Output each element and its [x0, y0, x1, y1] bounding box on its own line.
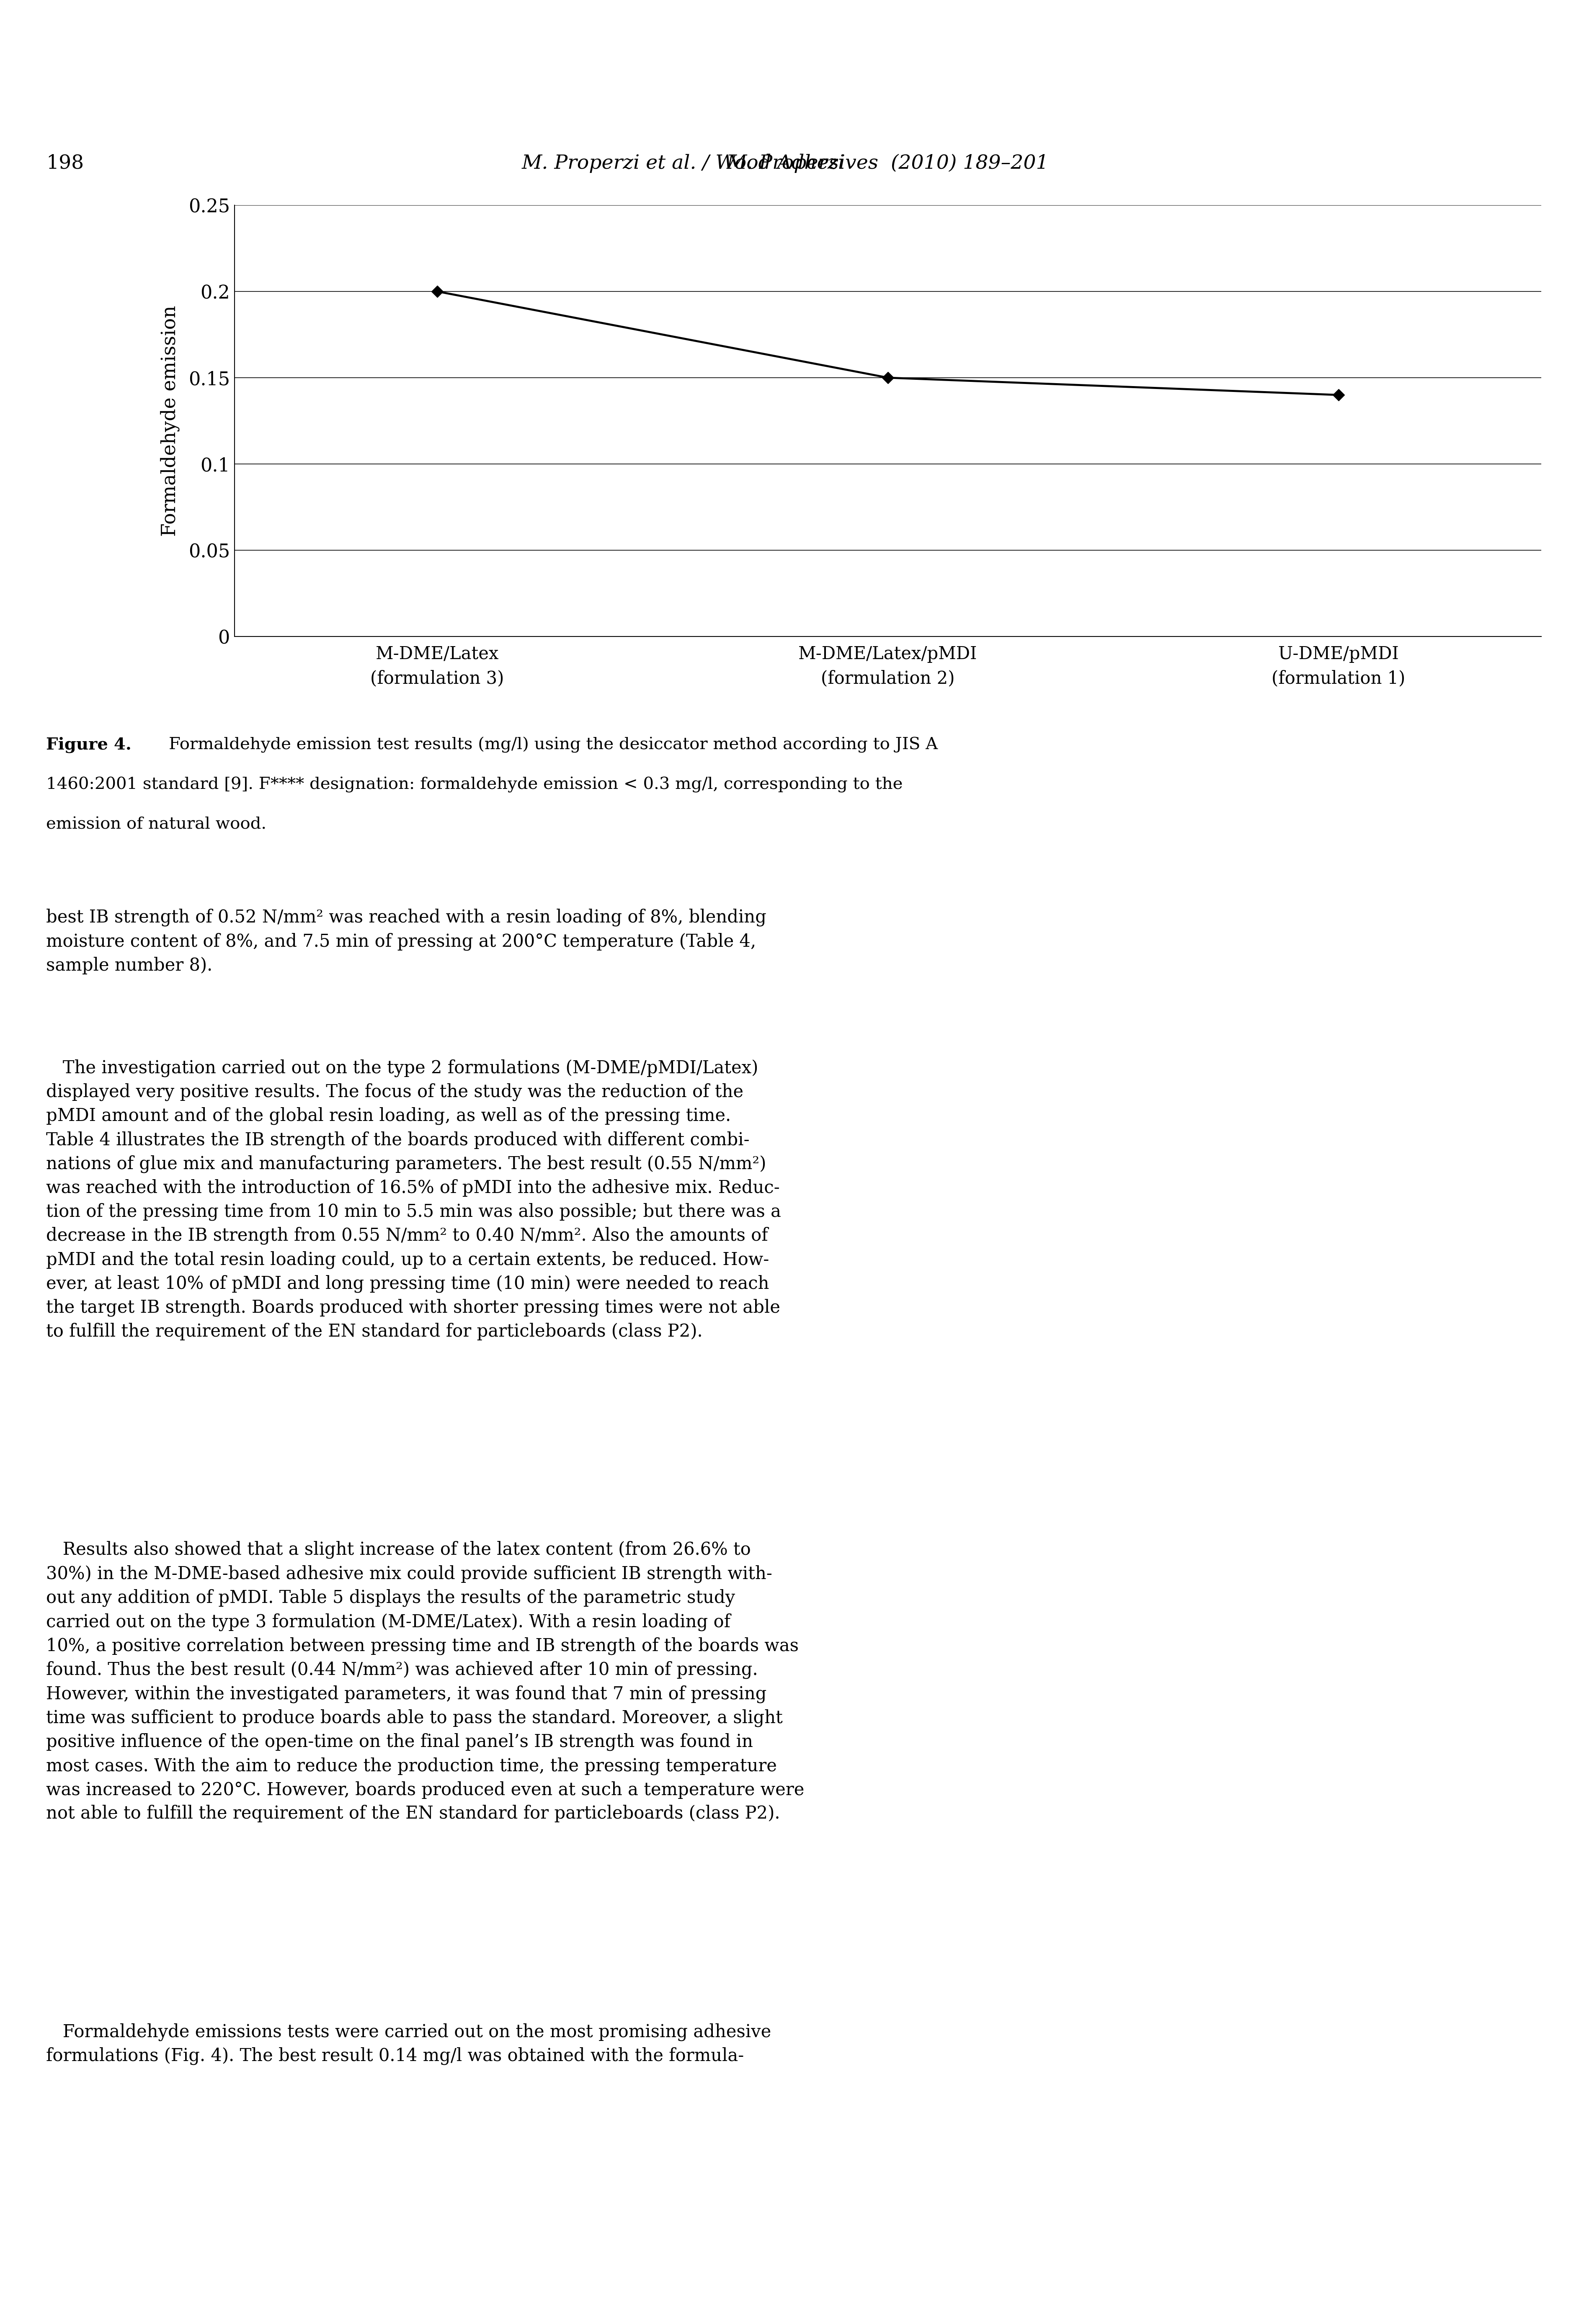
Text: 198: 198 — [46, 153, 83, 172]
Text: Formaldehyde emission test results (mg/l) using the desiccator method according : Formaldehyde emission test results (mg/l… — [168, 737, 938, 753]
Text: The investigation carried out on the type 2 formulations (M-DME/pMDI/Latex)
disp: The investigation carried out on the typ… — [46, 1060, 781, 1341]
Text: M. Properzi et al. / Wood Adhesives  (2010) 189–201: M. Properzi et al. / Wood Adhesives (201… — [522, 153, 1049, 172]
Text: Formaldehyde emissions tests were carried out on the most promising adhesive
for: Formaldehyde emissions tests were carrie… — [46, 2022, 771, 2064]
Text: Results also showed that a slight increase of the latex content (from 26.6% to
3: Results also showed that a slight increa… — [46, 1541, 804, 1822]
Text: 1460:2001 standard [9]. F**** designation: formaldehyde emission < 0.3 mg/l, cor: 1460:2001 standard [9]. F**** designatio… — [46, 776, 903, 792]
Y-axis label: Formaldehyde emission: Formaldehyde emission — [160, 304, 179, 537]
Text: emission of natural wood.: emission of natural wood. — [46, 816, 267, 832]
Text: M. Properzi: M. Properzi — [726, 153, 845, 172]
Text: Figure 4.: Figure 4. — [46, 737, 132, 753]
Text: best IB strength of 0.52 N/mm² was reached with a resin loading of 8%, blending
: best IB strength of 0.52 N/mm² was reach… — [46, 909, 767, 974]
